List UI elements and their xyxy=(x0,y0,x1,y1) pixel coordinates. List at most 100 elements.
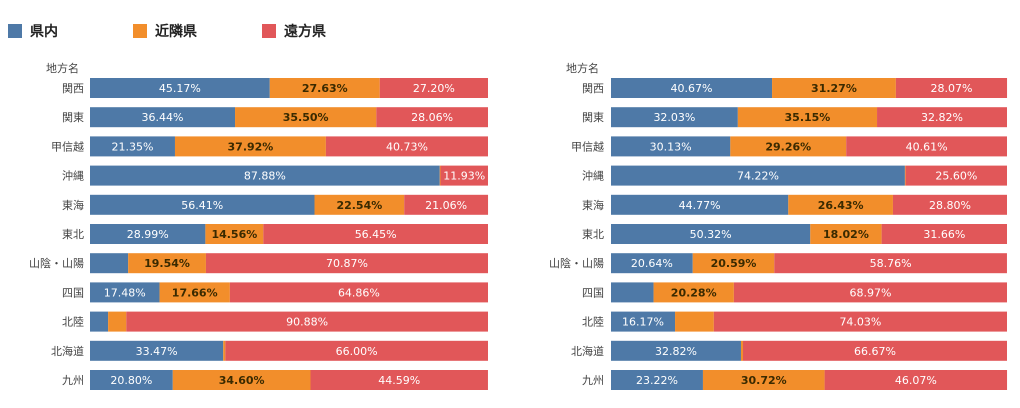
left-category-label: 北陸 xyxy=(62,316,84,329)
left-bar-segment-0 xyxy=(90,311,109,332)
left-bar-segment-1 xyxy=(108,311,127,332)
legend-swatch-kennai xyxy=(8,24,22,38)
right-data-label: 40.61% xyxy=(906,140,948,153)
left-bar-segment-2 xyxy=(263,224,488,244)
right-category-label: 東海 xyxy=(582,198,604,212)
left-bar-segment-0 xyxy=(90,370,173,390)
legend-label-kennai: 県内 xyxy=(30,24,58,40)
right-data-label: 74.22% xyxy=(737,170,779,183)
right-bar-segment-1 xyxy=(737,107,878,128)
right-bar-segment-2 xyxy=(713,311,1007,332)
left-bar-segment-2 xyxy=(404,194,489,215)
right-data-label: 68.97% xyxy=(849,286,891,299)
right-bar-segment-0 xyxy=(611,78,773,98)
left-category-label: 山陰・山陽 xyxy=(29,256,84,270)
right-bar-segment-0 xyxy=(611,282,654,303)
right-category-label: 北陸 xyxy=(582,316,604,329)
left-bar-segment-2 xyxy=(440,165,488,186)
left-bar-segment-2 xyxy=(379,78,488,98)
right-bar-segment-2 xyxy=(881,224,1007,244)
right-data-label: 26.43% xyxy=(818,199,864,212)
left-category-label: 東海 xyxy=(62,198,84,212)
right-data-label: 31.27% xyxy=(811,82,857,95)
left-category-label: 甲信越 xyxy=(51,139,84,153)
left-data-label: 56.45% xyxy=(355,228,397,241)
left-bar-segment-0 xyxy=(90,340,224,361)
legend-swatch-enpoken xyxy=(262,24,276,38)
right-data-label: 66.67% xyxy=(854,345,896,358)
right-bar-segment-2 xyxy=(733,282,1007,303)
right-data-label: 16.17% xyxy=(622,316,664,329)
right-data-label: 20.59% xyxy=(711,257,757,270)
left-bar-segment-1 xyxy=(439,165,441,186)
right-bar-segment-1 xyxy=(740,340,743,361)
right-bar-segment-1 xyxy=(788,194,893,215)
right-axis-title: 地方名 xyxy=(566,61,599,75)
right-bar-segment-1 xyxy=(653,282,734,303)
right-data-label: 25.60% xyxy=(935,170,977,183)
left-data-label: 45.17% xyxy=(159,82,201,95)
right-bar-segment-1 xyxy=(702,370,825,390)
left-bar-segment-1 xyxy=(159,282,230,303)
left-data-label: 22.54% xyxy=(336,199,382,212)
right-bar-segment-1 xyxy=(810,224,882,244)
right-category-label: 沖縄 xyxy=(582,169,604,183)
left-data-label: 33.47% xyxy=(136,345,178,358)
left-data-label: 37.92% xyxy=(228,140,274,153)
right-bar-segment-0 xyxy=(611,194,789,215)
left-bar-segment-2 xyxy=(325,136,488,157)
right-data-label: 35.15% xyxy=(785,111,831,124)
right-bar-segment-0 xyxy=(611,370,703,390)
right-bar-segment-0 xyxy=(611,165,905,186)
left-category-label: 関西 xyxy=(62,82,84,95)
left-bar-segment-2 xyxy=(310,370,488,390)
left-data-label: 17.66% xyxy=(172,286,218,299)
left-data-label: 19.54% xyxy=(144,257,190,270)
right-data-label: 74.03% xyxy=(839,316,881,329)
left-bar-segment-2 xyxy=(229,282,489,303)
right-category-label: 甲信越 xyxy=(571,139,604,153)
right-data-label: 31.66% xyxy=(923,228,965,241)
right-bar-segment-1 xyxy=(692,253,775,274)
left-data-label: 40.73% xyxy=(386,140,428,153)
right-bar-segment-2 xyxy=(774,253,1007,274)
right-data-label: 46.07% xyxy=(895,374,937,387)
right-category-label: 山陰・山陽 xyxy=(549,256,604,270)
right-bar-segment-1 xyxy=(904,165,906,186)
left-bar-segment-2 xyxy=(126,311,488,332)
right-bar-segment-2 xyxy=(895,78,1008,98)
right-bar-segment-0 xyxy=(611,136,731,157)
left-bar-segment-0 xyxy=(90,224,206,244)
right-bar-segment-1 xyxy=(675,311,714,332)
left-data-label: 90.88% xyxy=(286,316,328,329)
left-data-label: 70.87% xyxy=(326,257,368,270)
left-bar-segment-2 xyxy=(225,340,488,361)
left-data-label: 44.59% xyxy=(378,374,420,387)
left-data-label: 20.80% xyxy=(110,374,152,387)
right-data-label: 50.32% xyxy=(690,228,732,241)
left-bar-segment-1 xyxy=(223,340,226,361)
left-data-label: 87.88% xyxy=(244,170,286,183)
right-bar-segment-2 xyxy=(905,165,1007,186)
right-category-label: 四国 xyxy=(582,286,604,299)
right-data-label: 18.02% xyxy=(823,228,869,241)
right-data-label: 28.80% xyxy=(929,199,971,212)
left-bar-segment-2 xyxy=(205,253,489,274)
right-data-label: 30.13% xyxy=(650,140,692,153)
left-data-label: 11.93% xyxy=(443,170,485,183)
right-bar-segment-2 xyxy=(742,340,1007,361)
left-data-label: 36.44% xyxy=(142,111,184,124)
left-category-label: 北海道 xyxy=(51,344,84,358)
left-data-label: 17.48% xyxy=(104,286,146,299)
left-data-label: 28.99% xyxy=(127,228,169,241)
right-data-label: 44.77% xyxy=(679,199,721,212)
left-category-label: 関東 xyxy=(62,111,84,124)
left-bar-segment-0 xyxy=(90,253,129,274)
left-bar-segment-1 xyxy=(128,253,206,274)
left-bar-segment-2 xyxy=(376,107,488,128)
left-data-label: 21.35% xyxy=(112,140,154,153)
left-data-label: 56.41% xyxy=(181,199,223,212)
left-bar-segment-1 xyxy=(172,370,311,390)
right-bar-segment-2 xyxy=(846,136,1007,157)
